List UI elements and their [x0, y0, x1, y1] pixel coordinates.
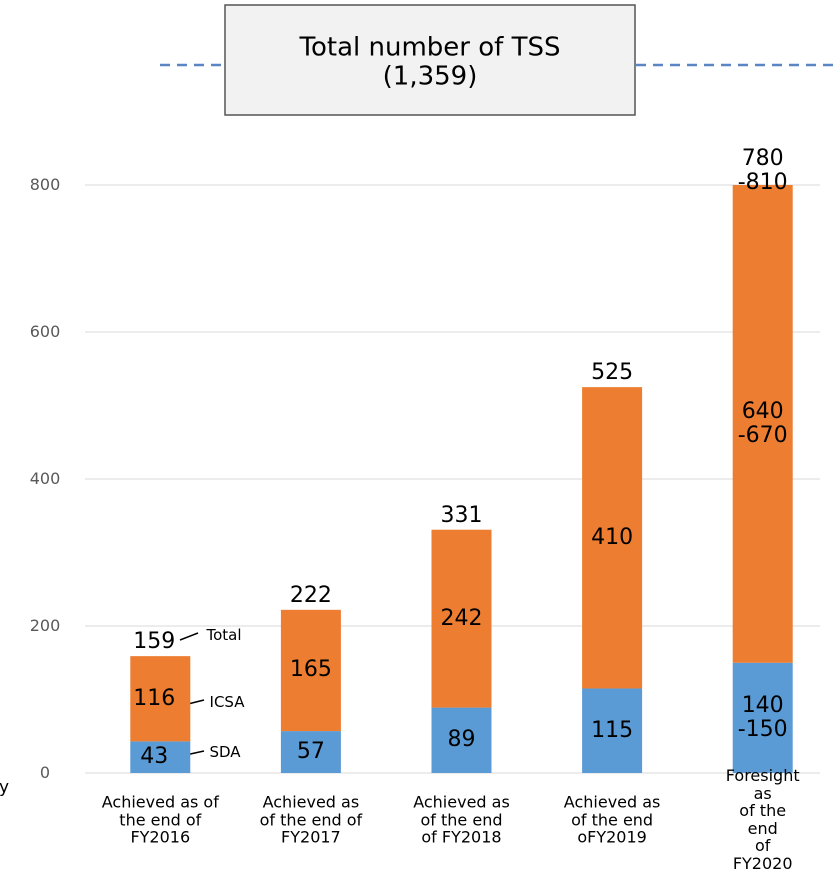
bar-segment — [582, 387, 643, 689]
leader-line — [179, 632, 199, 641]
data-label: 57 — [296, 738, 325, 764]
data-label: 242 — [440, 605, 483, 631]
annotation: ICSA — [209, 692, 245, 711]
x-tick-label: Achieved as of the end oFY2019 — [563, 792, 661, 847]
data-label: 410 — [591, 524, 634, 550]
bar-segment — [130, 656, 191, 742]
data-label: 140 -150 — [737, 692, 788, 742]
x-tick-label: Achieved as of the end of FY2018 — [413, 792, 510, 847]
data-label: 640 -670 — [737, 398, 788, 448]
title-box — [224, 4, 636, 116]
data-label: 43 — [140, 744, 169, 770]
x-tick-label: Achieved as of the end of FY2017 — [259, 792, 363, 847]
total-label: 331 — [440, 502, 483, 528]
y-tick-label: 800 — [29, 175, 61, 195]
bar-segment — [431, 529, 492, 708]
total-label: 222 — [289, 582, 332, 608]
data-label: 116 — [133, 685, 176, 711]
y-tick-label: 400 — [29, 469, 61, 489]
data-label: 165 — [289, 657, 332, 683]
x-tick-label: Foresight as of the end of FY2020 — [725, 766, 800, 869]
y-tick-label: 0 — [39, 763, 51, 783]
chart-title: Total number of TSS (1,359) — [299, 32, 561, 91]
bar-segment — [732, 662, 793, 773]
y-tick-label: 200 — [29, 616, 61, 636]
annotation: y — [0, 777, 10, 798]
total-label: 780 -810 — [737, 145, 788, 195]
bar-segment — [431, 707, 492, 773]
y-tick-label: 600 — [29, 322, 61, 342]
data-label: 115 — [591, 717, 634, 743]
bar-segment — [582, 688, 643, 773]
data-label: 89 — [447, 727, 476, 753]
bar-segment — [280, 609, 341, 732]
total-label: 159 — [133, 629, 176, 655]
bar-segment — [280, 731, 341, 773]
annotation: SDA — [209, 742, 241, 761]
x-tick-label: Achieved as of the end of FY2016 — [101, 792, 219, 847]
annotation: Total — [206, 625, 242, 644]
bar-segment — [732, 185, 793, 663]
total-label: 525 — [591, 360, 634, 386]
bar-segment — [130, 741, 191, 773]
